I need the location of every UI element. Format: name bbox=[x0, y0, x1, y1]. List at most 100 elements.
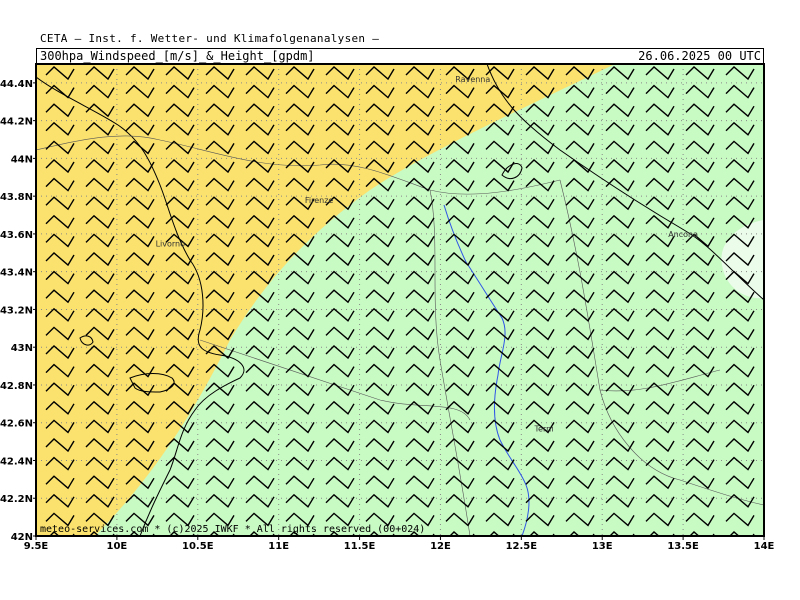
wind-barb bbox=[125, 84, 155, 99]
wind-barb bbox=[565, 419, 595, 434]
wind-barb bbox=[605, 493, 635, 508]
wind-barb bbox=[645, 326, 675, 341]
wind-barb bbox=[325, 345, 355, 360]
wind-barb bbox=[485, 419, 515, 434]
wind-barb bbox=[725, 140, 755, 155]
wind-barb bbox=[485, 84, 515, 99]
wind-barb bbox=[245, 438, 275, 453]
wind-barb bbox=[325, 196, 355, 211]
wind-barb bbox=[405, 84, 435, 99]
wind-barb bbox=[485, 456, 515, 471]
wind-barb bbox=[245, 345, 275, 360]
wind-barb bbox=[766, 458, 794, 470]
coastline-west bbox=[36, 76, 245, 536]
wind-barb bbox=[85, 400, 115, 415]
wind-barb bbox=[605, 214, 635, 229]
wind-barb bbox=[85, 345, 115, 360]
wind-barb bbox=[645, 121, 675, 136]
wind-barb bbox=[245, 456, 275, 471]
wind-barb bbox=[45, 140, 75, 155]
wind-barb bbox=[285, 177, 315, 192]
wind-barb bbox=[85, 512, 115, 527]
wind-barb bbox=[605, 307, 635, 322]
wind-barb bbox=[766, 476, 794, 488]
wind-barb bbox=[725, 382, 755, 397]
wind-barb bbox=[605, 196, 635, 211]
wind-barb bbox=[565, 66, 595, 81]
wind-barb bbox=[205, 419, 235, 434]
wind-barb bbox=[285, 512, 315, 527]
wind-barb bbox=[245, 121, 275, 136]
wind-barb bbox=[565, 214, 595, 229]
title-bar: 300hpa_Windspeed_[m/s]_&_Height_[gpdm] 2… bbox=[36, 48, 764, 63]
wind-barb bbox=[485, 66, 515, 81]
wind-barb bbox=[605, 363, 635, 378]
wind-barb bbox=[485, 363, 515, 378]
header-org: CETA – Inst. f. Wetter- und Klimafolgena… bbox=[40, 32, 380, 45]
wind-barb bbox=[285, 363, 315, 378]
wind-barb bbox=[605, 512, 635, 527]
wind-barb bbox=[45, 438, 75, 453]
wind-barb bbox=[445, 289, 475, 304]
wind-barb bbox=[685, 121, 715, 136]
wind-barb bbox=[485, 307, 515, 322]
wind-barb bbox=[325, 326, 355, 341]
wind-barb bbox=[645, 66, 675, 81]
wind-barb bbox=[165, 289, 195, 304]
wind-barb bbox=[45, 84, 75, 99]
wind-barb bbox=[85, 289, 115, 304]
wind-barb bbox=[685, 456, 715, 471]
wind-barb bbox=[285, 382, 315, 397]
wind-barb bbox=[285, 214, 315, 229]
wind-barb bbox=[125, 326, 155, 341]
coastline-east bbox=[486, 64, 764, 301]
wind-barb bbox=[445, 326, 475, 341]
wind-barb bbox=[365, 196, 395, 211]
wind-barb bbox=[605, 419, 635, 434]
wind-barb bbox=[445, 121, 475, 136]
wind-barb bbox=[365, 289, 395, 304]
wind-barb bbox=[445, 196, 475, 211]
wind-barb bbox=[85, 177, 115, 192]
wind-barb bbox=[285, 345, 315, 360]
wind-barb bbox=[766, 346, 794, 358]
tiber-river bbox=[443, 204, 530, 536]
wind-barb bbox=[445, 493, 475, 508]
wind-barb bbox=[325, 493, 355, 508]
wind-barb bbox=[605, 233, 635, 248]
wind-barb bbox=[45, 363, 75, 378]
wind-barb bbox=[485, 233, 515, 248]
wind-barb bbox=[766, 123, 794, 135]
wind-barb bbox=[245, 382, 275, 397]
wind-barb bbox=[565, 456, 595, 471]
wind-barb bbox=[525, 512, 555, 527]
wind-barb bbox=[325, 252, 355, 267]
lat-tick-label: 42.4N bbox=[0, 456, 33, 467]
wind-barb bbox=[525, 66, 555, 81]
wind-barb bbox=[685, 233, 715, 248]
wind-barb bbox=[245, 512, 275, 527]
wind-barb bbox=[445, 159, 475, 174]
wind-barb bbox=[725, 400, 755, 415]
wind-barb bbox=[605, 345, 635, 360]
wind-barb bbox=[45, 159, 75, 174]
wind-barb bbox=[405, 214, 435, 229]
wind-barb bbox=[485, 382, 515, 397]
wind-barb bbox=[245, 233, 275, 248]
wind-barb bbox=[685, 400, 715, 415]
wind-barb bbox=[766, 86, 794, 98]
wind-barb bbox=[285, 419, 315, 434]
wind-barb bbox=[205, 512, 235, 527]
wind-barb bbox=[45, 419, 75, 434]
lon-tick-label: 11E bbox=[268, 541, 289, 552]
wind-barb bbox=[725, 438, 755, 453]
wind-barb bbox=[245, 103, 275, 118]
wind-barb bbox=[605, 438, 635, 453]
wind-barb bbox=[445, 438, 475, 453]
regional-borders bbox=[36, 135, 764, 536]
lat-tick-label: 42.6N bbox=[0, 419, 33, 430]
wind-barb bbox=[365, 456, 395, 471]
wind-barb bbox=[125, 140, 155, 155]
lon-tick-label: 11.5E bbox=[344, 541, 376, 552]
wind-barb bbox=[565, 326, 595, 341]
